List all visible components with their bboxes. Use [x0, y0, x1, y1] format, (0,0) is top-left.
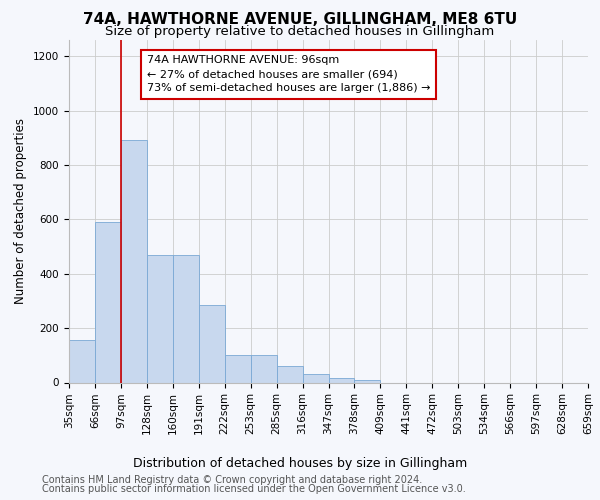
Bar	[147, 254, 173, 382]
Bar	[251, 354, 277, 382]
Bar	[277, 366, 302, 382]
Text: Size of property relative to detached houses in Gillingham: Size of property relative to detached ho…	[106, 25, 494, 38]
Bar	[199, 305, 224, 382]
Bar	[355, 380, 380, 382]
Y-axis label: Number of detached properties: Number of detached properties	[14, 118, 28, 304]
Text: 74A HAWTHORNE AVENUE: 96sqm
← 27% of detached houses are smaller (694)
73% of se: 74A HAWTHORNE AVENUE: 96sqm ← 27% of det…	[147, 56, 430, 94]
Bar	[173, 254, 199, 382]
Bar	[95, 222, 121, 382]
Bar	[329, 378, 355, 382]
Bar	[69, 340, 95, 382]
Bar	[225, 354, 251, 382]
Text: Contains public sector information licensed under the Open Government Licence v3: Contains public sector information licen…	[42, 484, 466, 494]
Text: Distribution of detached houses by size in Gillingham: Distribution of detached houses by size …	[133, 458, 467, 470]
Bar	[121, 140, 147, 382]
Text: Contains HM Land Registry data © Crown copyright and database right 2024.: Contains HM Land Registry data © Crown c…	[42, 475, 422, 485]
Bar	[302, 374, 329, 382]
Text: 74A, HAWTHORNE AVENUE, GILLINGHAM, ME8 6TU: 74A, HAWTHORNE AVENUE, GILLINGHAM, ME8 6…	[83, 12, 517, 28]
